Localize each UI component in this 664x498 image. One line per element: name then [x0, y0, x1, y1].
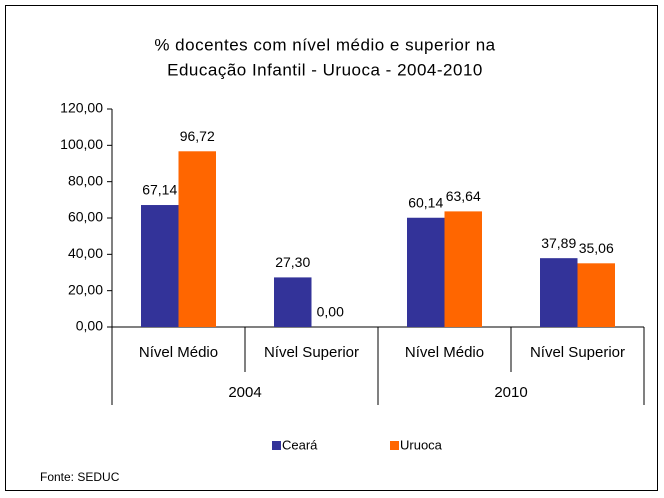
value-label: 0,00 [317, 304, 344, 320]
value-label: 96,72 [180, 128, 215, 144]
value-label: 60,14 [408, 194, 443, 210]
y-tick-label: 100,00 [60, 136, 103, 152]
y-tick-label: 0,00 [76, 318, 103, 334]
source-note: Fonte: SEDUC [40, 470, 120, 484]
bar [540, 258, 578, 327]
bar [444, 211, 482, 327]
y-tick-label: 40,00 [68, 245, 103, 261]
legend-swatch [390, 441, 399, 450]
legend-label: Ceará [282, 437, 318, 452]
bar [178, 151, 216, 327]
bar [141, 205, 179, 327]
chart-title: % docentes com nível médio e superior na [154, 35, 495, 54]
y-tick-label: 20,00 [68, 281, 103, 297]
y-tick-label: 60,00 [68, 209, 103, 225]
x-tick-label: Nível Superior [264, 344, 359, 361]
bar [407, 217, 445, 327]
x-tick-label: Nível Médio [139, 344, 218, 361]
y-tick-label: 80,00 [68, 172, 103, 188]
group-label: 2004 [228, 384, 261, 401]
value-label: 67,14 [142, 182, 177, 198]
legend-label: Uruoca [400, 437, 443, 452]
bar [577, 263, 615, 327]
value-label: 63,64 [446, 188, 481, 204]
bar [274, 277, 312, 327]
chart-border [5, 5, 658, 491]
legend-swatch [272, 441, 281, 450]
x-tick-label: Nível Médio [405, 344, 484, 361]
value-label: 35,06 [579, 240, 614, 256]
chart-title: Educação Infantil - Uruoca - 2004-2010 [167, 60, 483, 79]
y-tick-label: 120,00 [60, 100, 103, 116]
x-tick-label: Nível Superior [530, 344, 625, 361]
value-label: 37,89 [541, 235, 576, 251]
group-label: 2010 [494, 384, 527, 401]
value-label: 27,30 [275, 254, 310, 270]
